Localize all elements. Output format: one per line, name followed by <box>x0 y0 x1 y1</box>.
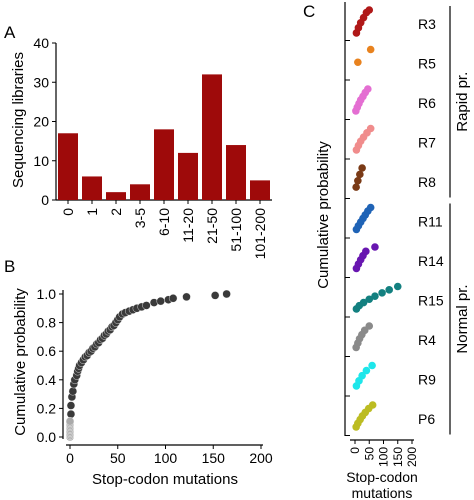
panel-b-xtick-label: 50 <box>110 450 126 466</box>
panel-b-ytick-label: 1.0 <box>37 286 57 302</box>
panel-c-point <box>364 85 372 93</box>
panel-c-point <box>362 366 371 375</box>
panel-c-scatter-stack: Cumulative probability Stop-codon mutatio… <box>315 2 471 500</box>
panel-a-bar <box>202 74 222 200</box>
panel-a-xtick-label: 11-20 <box>180 208 196 243</box>
panel-b-point <box>66 401 76 410</box>
panel-c-point <box>352 183 360 191</box>
panel-c-xtick-label: 0 <box>348 447 362 454</box>
panel-a-bar <box>130 184 150 200</box>
panel-a-bar <box>226 145 246 200</box>
panel-b-point <box>222 289 231 299</box>
panel-c-xtick-label: 150 <box>391 447 405 467</box>
panel-a-xtick-label: 2 <box>108 208 124 216</box>
panel-a-xtick-label: 0 <box>60 208 76 216</box>
panel-c-point <box>365 6 374 14</box>
panel-b-point <box>182 292 191 302</box>
panel-b-ylabel: Cumulative probability <box>12 288 29 436</box>
panel-c-row-label: R4 <box>418 332 436 348</box>
panel-c-point <box>371 292 379 300</box>
panel-c-point <box>354 176 362 185</box>
panel-c-point <box>366 203 375 212</box>
panel-c-row-label: R14 <box>418 253 444 269</box>
panel-b-scatter: Cumulative probability Stop-codon mutati… <box>12 286 273 488</box>
panel-a-ylabel: Sequencing libraries <box>10 52 27 188</box>
panel-label-a: A <box>4 23 16 42</box>
panel-c-row-label: R6 <box>418 95 436 111</box>
panel-a-xtick-label: 3-5 <box>132 208 148 228</box>
panel-c-point <box>358 371 366 380</box>
panel-c-point <box>365 295 374 304</box>
panel-c-point <box>368 361 376 370</box>
panel-c-point <box>385 286 394 294</box>
panel-b-xlabel: Stop-codon mutations <box>92 471 238 488</box>
panel-a-bar <box>58 133 78 200</box>
panel-c-row-label: R8 <box>418 174 436 190</box>
panel-b-xtick-label: 150 <box>202 450 226 466</box>
panel-b-xtick-label: 0 <box>66 450 74 466</box>
panel-b-point <box>66 409 76 419</box>
panel-c-point <box>393 282 402 291</box>
panel-c-point <box>359 298 368 307</box>
panel-b-point <box>210 291 220 300</box>
panel-a-bar <box>82 176 102 200</box>
panel-a-ytick-label: 10 <box>33 153 49 169</box>
panel-b-ytick-label: 0.2 <box>37 400 57 416</box>
panel-c-row-label: R11 <box>418 213 443 229</box>
panel-c-ylabel: Cumulative probability <box>315 141 332 289</box>
panel-b-ytick-label: 0.6 <box>37 343 57 359</box>
panel-b-xtick-label: 100 <box>154 450 178 466</box>
panel-b-point <box>142 301 151 310</box>
panel-c-point <box>362 247 370 256</box>
panel-c-group-label: Rapid pr. <box>454 72 471 132</box>
panel-c-row-label: R7 <box>418 134 436 150</box>
panel-a-bar <box>154 129 174 200</box>
panel-a-xtick-label: 21-50 <box>204 208 220 244</box>
panel-a-ytick-label: 40 <box>33 35 49 51</box>
panel-c-xlabel: Stop-codon mutations <box>346 469 418 500</box>
panel-b-ytick-label: 0.8 <box>37 315 57 331</box>
panel-c-row-label: P6 <box>418 411 435 427</box>
panel-c-point <box>366 45 375 54</box>
panel-b-xtick-label: 200 <box>249 450 273 466</box>
panel-b-point <box>168 294 178 303</box>
panel-b-point <box>65 417 75 426</box>
panel-c-xlabel-line: mutations <box>352 485 413 500</box>
panel-c-point <box>378 289 386 297</box>
panel-c-point <box>371 243 379 251</box>
panel-a-xtick-label: 6-10 <box>156 208 172 236</box>
panel-a-bar <box>250 180 270 200</box>
panel-c-point <box>366 124 375 133</box>
panel-c-point <box>356 170 364 179</box>
panel-b-ytick-label: 0.4 <box>37 372 57 388</box>
panel-c-xlabel-line: Stop-codon <box>346 469 418 485</box>
panel-c-row-label: R3 <box>418 16 436 32</box>
panel-c-xtick-label: 50 <box>362 447 376 461</box>
panel-a-bar <box>106 192 126 200</box>
panel-a-xtick-label: 51-100 <box>228 208 244 252</box>
panel-a-bar <box>178 152 198 200</box>
panel-a-ytick-label: 0 <box>41 192 49 208</box>
panel-c-point <box>368 401 377 409</box>
panel-b-point <box>156 296 165 306</box>
panel-b-point <box>68 387 78 396</box>
panel-a-ytick-label: 30 <box>33 74 49 90</box>
panel-c-point <box>365 322 374 330</box>
panel-c-row-label: R15 <box>418 292 444 308</box>
panel-c-row-label: R9 <box>418 371 436 387</box>
panel-c-point <box>354 58 362 67</box>
panel-c-row-label: R5 <box>418 55 436 71</box>
panel-label-b: B <box>4 257 15 276</box>
panel-b-ytick-label: 0.0 <box>37 429 57 445</box>
panel-c-xtick-label: 200 <box>405 447 419 467</box>
panel-a-ytick-label: 20 <box>33 114 49 130</box>
panel-c-group-label: Normal pr. <box>454 284 471 353</box>
panel-c-xtick-label: 100 <box>377 447 391 467</box>
panel-a-xtick-label: 1 <box>84 208 100 216</box>
panel-c-point <box>358 164 366 172</box>
panel-a-xtick-label: 101-200 <box>252 208 268 260</box>
panel-label-c: C <box>303 2 315 21</box>
